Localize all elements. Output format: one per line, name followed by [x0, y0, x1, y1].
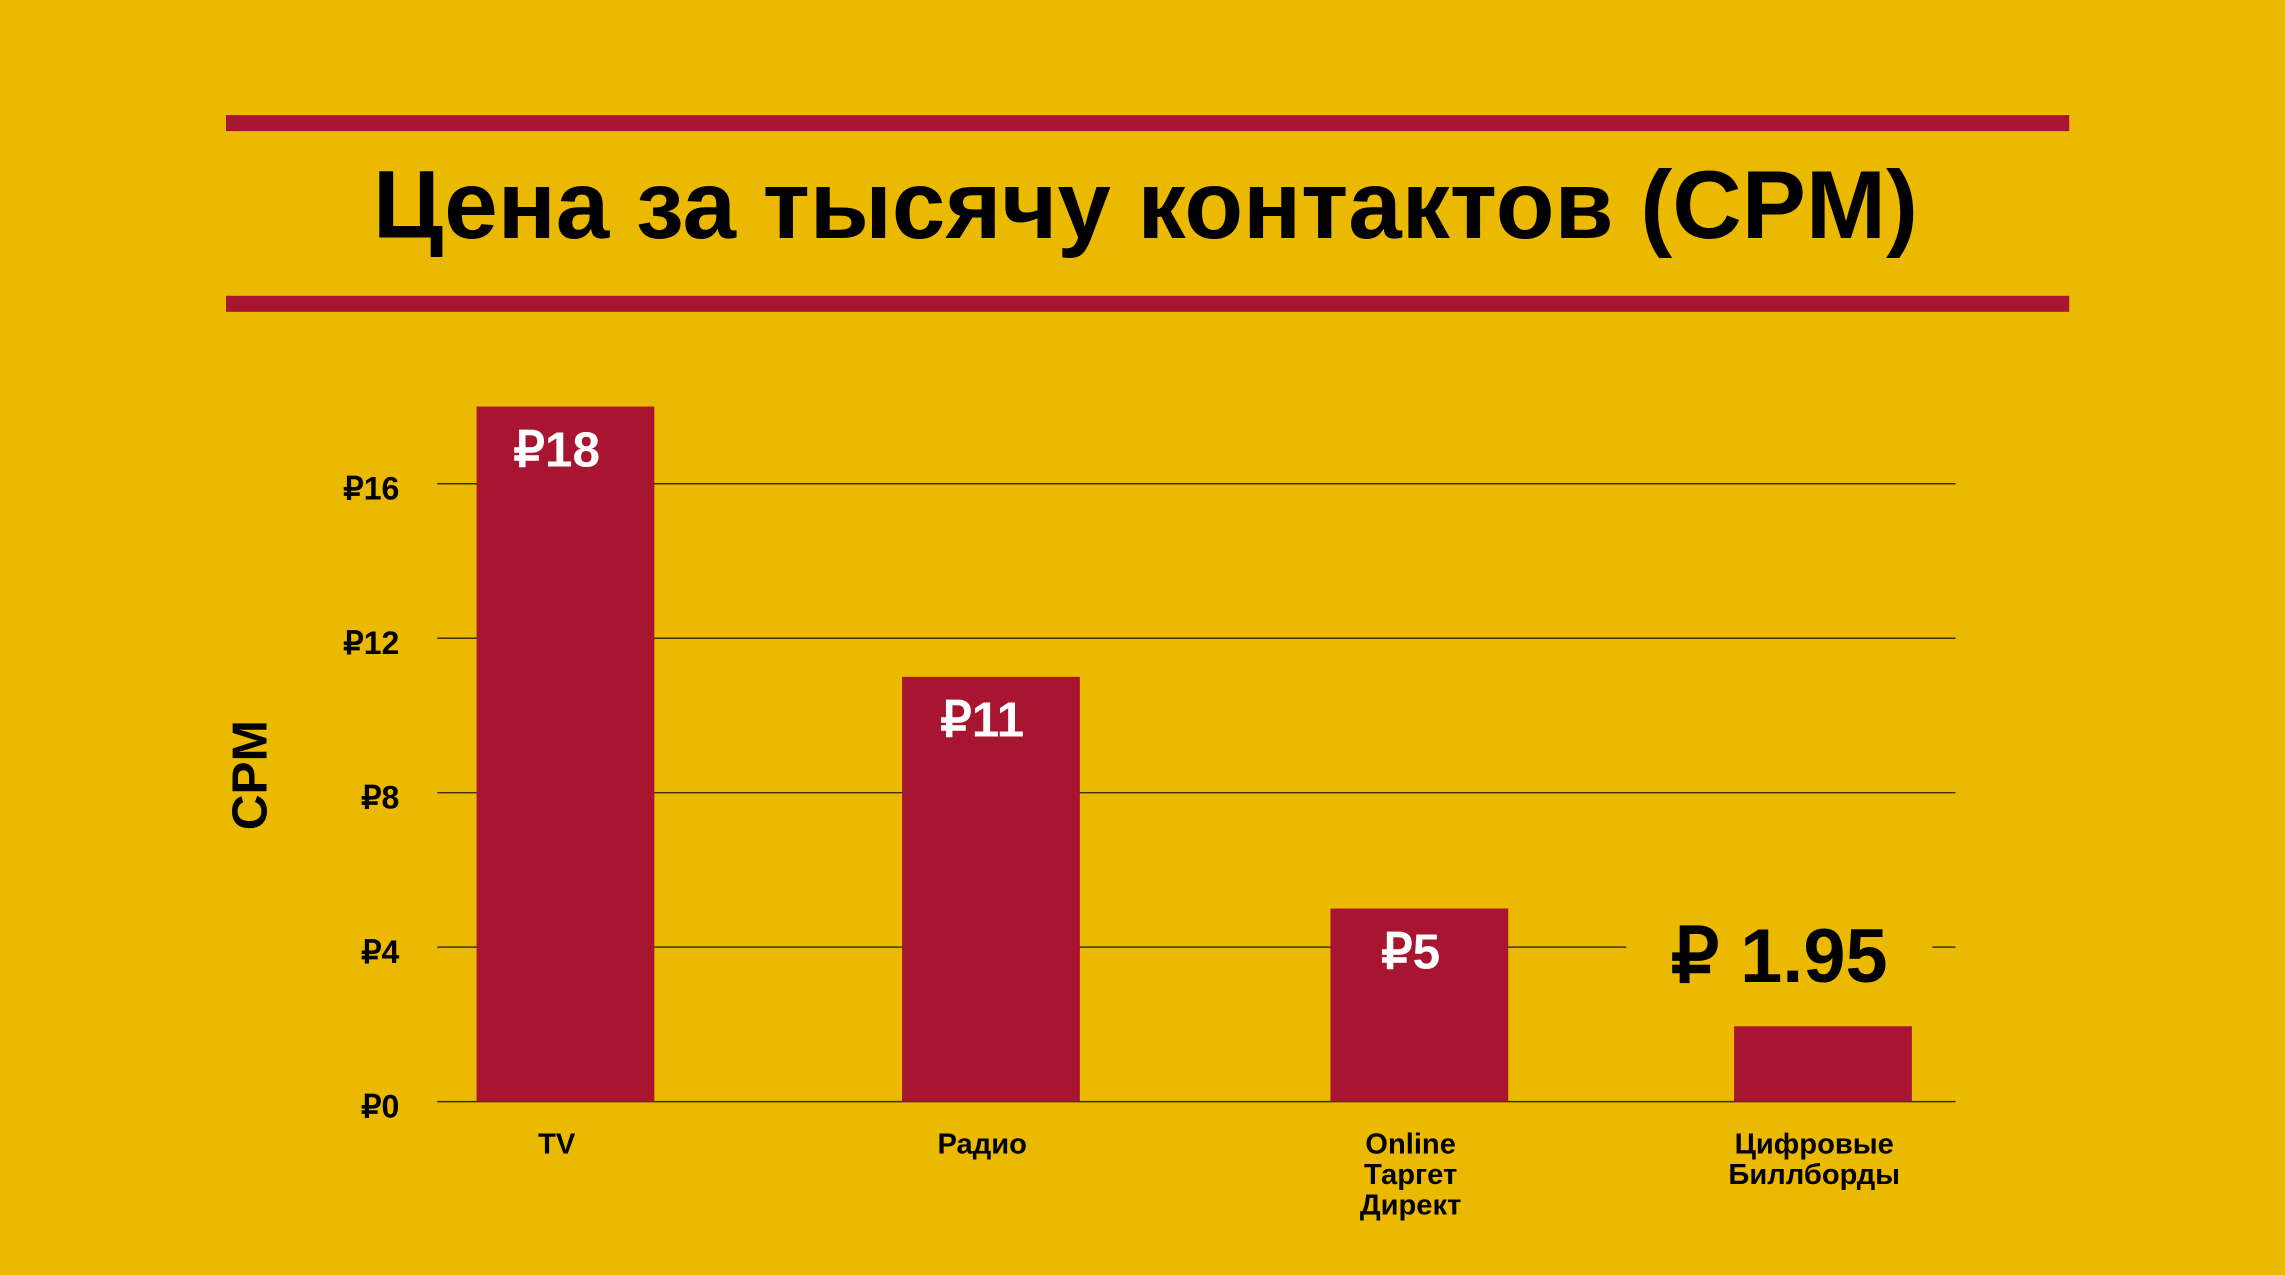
x-tick-label: Радио: [937, 1128, 1026, 1160]
x-tick-label-line: Цифровые: [1735, 1128, 1894, 1160]
x-tick-label: TV: [538, 1128, 576, 1160]
x-tick-label: Цифровые Биллборды: [1728, 1128, 1900, 1191]
y-tick-label: ₽8: [361, 779, 399, 815]
y-axis-title: CPM: [223, 720, 278, 830]
bar: [902, 676, 1080, 1102]
value-label: ₽ 1.95: [1671, 914, 1888, 999]
y-tick-label: ₽0: [361, 1088, 399, 1124]
x-tick-label-line: Online: [1365, 1128, 1456, 1160]
value-label-backdrop: [1626, 917, 1933, 1002]
x-tick-label: Online Таргет Директ: [1360, 1128, 1461, 1221]
bar: [476, 406, 655, 1102]
y-tick-label: ₽4: [361, 934, 399, 970]
value-label: ₽18: [513, 422, 600, 477]
x-tick-label-line: TV: [538, 1128, 576, 1160]
y-tick-label: ₽16: [343, 471, 399, 507]
header-rule: [225, 115, 2070, 132]
x-tick-label-line: Радио: [937, 1128, 1026, 1160]
bar: [1330, 908, 1509, 1102]
y-tick-label: ₽12: [343, 625, 399, 661]
x-tick-label-line: Биллборды: [1728, 1159, 1900, 1191]
x-tick-label-line: Директ: [1360, 1189, 1461, 1221]
value-label: ₽11: [940, 693, 1024, 748]
bar: [1734, 1026, 1912, 1102]
value-label: ₽5: [1381, 924, 1440, 979]
x-tick-label-line: Таргет: [1364, 1159, 1457, 1191]
header-rule: [225, 295, 2070, 312]
chart-title: Цена за тысячу контактов (CPM): [373, 152, 1918, 259]
